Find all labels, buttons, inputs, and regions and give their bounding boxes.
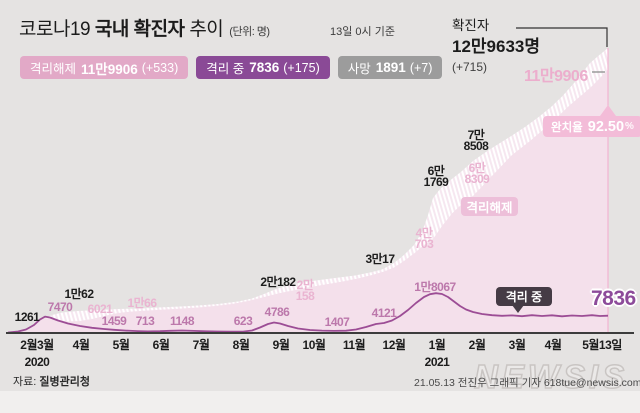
badge-active: 격리 중 7836 (+175)	[196, 56, 330, 79]
badge-released-delta: (+533)	[141, 60, 179, 75]
x-axis-month-label: 5월13일	[582, 338, 622, 352]
x-axis-month-label: 3월	[508, 338, 526, 352]
chart-value-label: 1만8067	[414, 280, 456, 294]
source-agency: 질병관리청	[39, 376, 90, 388]
badge-active-delta: (+175)	[283, 60, 320, 75]
page-title: 코로나19 국내 확진자 추이 (단위: 명)	[19, 14, 270, 41]
confirmed-callout-line	[516, 27, 608, 47]
data-source: 자료: 질병관리청	[13, 373, 90, 389]
confirmed-callout-value: 12만9633명	[452, 36, 541, 56]
chart-value-label: 2만 158	[295, 278, 315, 303]
recovery-rate-badge: 완치율 92.50 %	[543, 105, 640, 137]
x-axis-month-label: 4월	[544, 338, 562, 352]
badge-deaths-delta: (+7)	[409, 60, 433, 75]
x-axis-year-label: 2020	[24, 355, 50, 369]
title-unit: (단위: 명)	[229, 26, 270, 38]
x-axis-month-label: 10월	[302, 338, 326, 352]
title-prefix: 코로나19	[19, 19, 95, 40]
chart-value-label: 713	[135, 314, 155, 328]
chart-value-label: 1만66	[127, 296, 157, 310]
confirmed-callout: 확진자 12만9633명 (+715)	[452, 19, 540, 73]
badge-active-value: 7836	[249, 60, 280, 75]
badge-deaths-label: 사망	[347, 62, 371, 76]
x-axis-year-label: 2021	[424, 355, 450, 369]
active-line	[7, 292, 609, 334]
as-of-date: 13일 0시 기준	[330, 26, 395, 38]
x-axis-month-label: 4월	[72, 338, 90, 352]
status-badges: 격리해제 11만9906 (+533) 격리 중 7836 (+175) 사망 …	[20, 56, 443, 79]
confirmed-callout-delta: (+715)	[452, 59, 488, 74]
x-axis-month-label: 5월	[112, 338, 130, 352]
chart-value-label: 6만 1769	[423, 164, 449, 189]
released-current-label: 11만9906	[524, 68, 588, 85]
chart-value-label: 623	[233, 314, 253, 328]
chart-value-label: 4만 703	[414, 226, 434, 251]
x-axis-month-label: 12월	[382, 338, 406, 352]
x-axis-month-label: 2월3월 2020	[20, 338, 54, 369]
chart-value-label: 4121	[371, 306, 397, 320]
released-area	[8, 69, 608, 333]
recovery-rate-value: 92.50	[587, 118, 625, 135]
released-area-badge: 격리해제	[461, 197, 518, 216]
chart-value-label: 1459	[101, 314, 127, 328]
recovery-rate-label: 완치율	[551, 121, 583, 134]
confirmed-callout-label: 확진자	[452, 18, 490, 33]
badge-released-value: 11만9906	[81, 61, 138, 77]
badge-deaths-value: 1891	[375, 60, 406, 75]
badge-released-label: 격리해제	[30, 62, 77, 76]
chart-value-label: 6만 8309	[464, 161, 490, 186]
badge-active-label: 격리 중	[206, 62, 245, 76]
title-bold: 국내 확진자	[94, 19, 185, 40]
x-axis-month-label: 9월	[272, 338, 290, 352]
chart-value-label: 1261	[14, 310, 40, 324]
chart-value-label: 2만182	[260, 275, 296, 289]
newsis-watermark: NEWSIS	[473, 357, 629, 396]
x-axis-month-label: 11월	[342, 338, 366, 352]
badge-deaths: 사망 1891 (+7)	[337, 56, 443, 79]
credit-line: 21.05.13 전진우 그래픽 기자 618tue@newsis.com	[414, 377, 640, 389]
chart-value-label: 4786	[264, 305, 290, 319]
chart-value-label: 7만 8508	[463, 128, 489, 153]
chart-value-label: 1148	[169, 314, 195, 328]
title-suffix: 추이	[184, 19, 224, 40]
chart-value-label: 6021	[87, 302, 113, 316]
badge-released: 격리해제 11만9906 (+533)	[20, 56, 189, 79]
x-axis-month-label: 7월	[192, 338, 210, 352]
chart-value-label: 7470	[47, 300, 73, 314]
chart-value-label: 1407	[324, 315, 350, 329]
x-axis-month-label: 2월	[468, 338, 486, 352]
chart-value-label: 1만62	[64, 287, 94, 301]
x-axis-month-label: 8월	[232, 338, 250, 352]
x-axis-month-label: 6월	[152, 338, 170, 352]
bottom-strip	[0, 391, 640, 413]
x-axis-month-label: 1월 2021	[424, 338, 450, 369]
recovery-rate-percent-sign: %	[625, 121, 634, 132]
active-line-badge: 격리 중	[496, 287, 552, 313]
source-prefix: 자료:	[13, 376, 40, 388]
active-current-value: 7836	[591, 287, 636, 310]
chart-value-label: 3만17	[365, 252, 395, 266]
